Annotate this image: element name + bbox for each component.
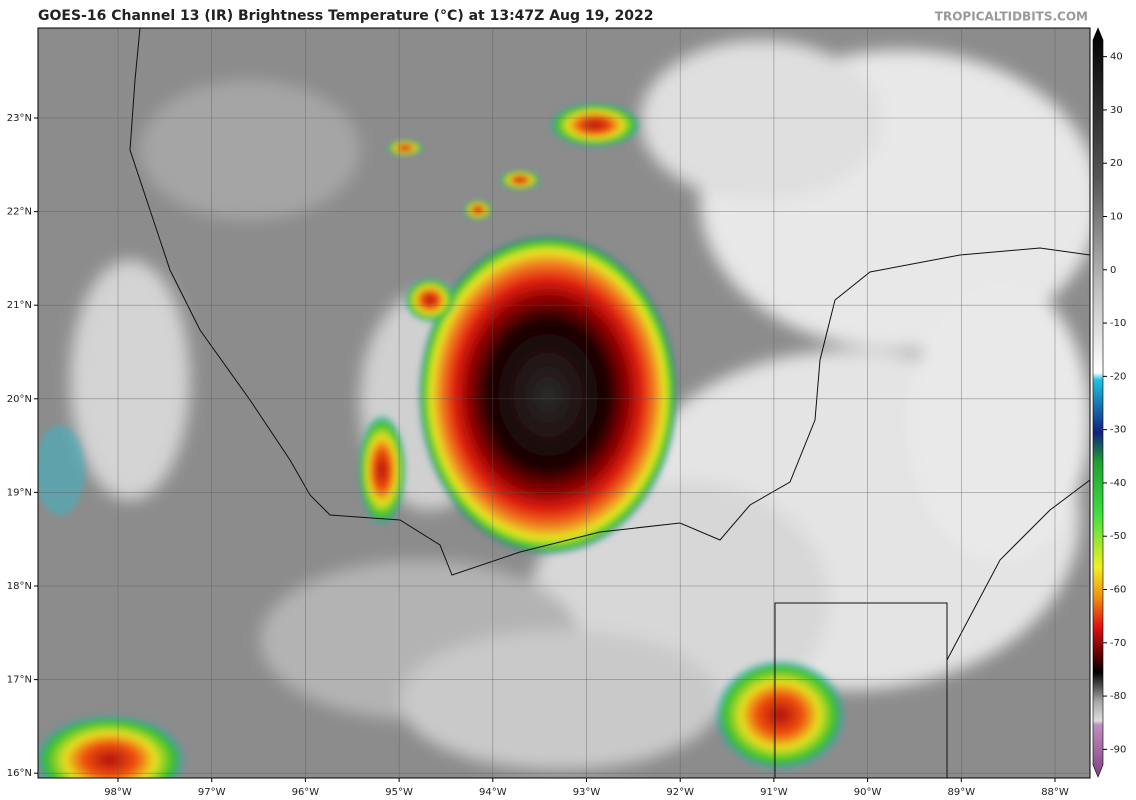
source: TROPICALTIDBITS.COM — [935, 10, 1088, 24]
satellite-image — [38, 28, 1090, 778]
colorbar-label: -90 — [1110, 744, 1126, 755]
colorbar-label: 40 — [1110, 52, 1123, 63]
lon-label: 94°W — [479, 787, 507, 798]
coastline — [129, 28, 1090, 576]
lon-label: 92°W — [666, 787, 694, 798]
lat-label: 20°N — [7, 394, 32, 405]
colorbar-label: -50 — [1110, 531, 1126, 542]
colorbar-label: 30 — [1110, 105, 1123, 116]
colorbar-label: -60 — [1110, 585, 1126, 596]
lon-label: 97°W — [198, 787, 226, 798]
border — [774, 479, 1090, 778]
lon-label: 93°W — [573, 787, 601, 798]
lat-label: 17°N — [7, 675, 32, 686]
colorbar-label: -40 — [1110, 478, 1126, 489]
lon-label: 98°W — [104, 787, 132, 798]
colorbar-label: 0 — [1110, 265, 1116, 276]
lat-label: 23°N — [7, 113, 32, 124]
colorbar-label: -70 — [1110, 638, 1126, 649]
colorbar-label: -80 — [1110, 691, 1126, 702]
lon-label: 89°W — [947, 787, 975, 798]
lon-label: 96°W — [292, 787, 320, 798]
lon-label: 90°W — [854, 787, 882, 798]
map-frame — [37, 27, 1091, 779]
title: GOES-16 Channel 13 (IR) Brightness Tempe… — [38, 8, 654, 24]
lat-label: 18°N — [7, 581, 32, 592]
colorbar — [1092, 27, 1104, 778]
lon-label: 91°W — [760, 787, 788, 798]
lon-label: 88°W — [1041, 787, 1069, 798]
colorbar-label: -30 — [1110, 425, 1126, 436]
colorbar-label: 20 — [1110, 158, 1123, 169]
lat-label: 21°N — [7, 300, 32, 311]
colorbar-label: -20 — [1110, 371, 1126, 382]
lon-label: 95°W — [385, 787, 413, 798]
colorbar-label: 10 — [1110, 212, 1123, 223]
colorbar-label: -10 — [1110, 318, 1126, 329]
lat-label: 16°N — [7, 768, 32, 779]
lat-label: 19°N — [7, 487, 32, 498]
lat-label: 22°N — [7, 207, 32, 218]
